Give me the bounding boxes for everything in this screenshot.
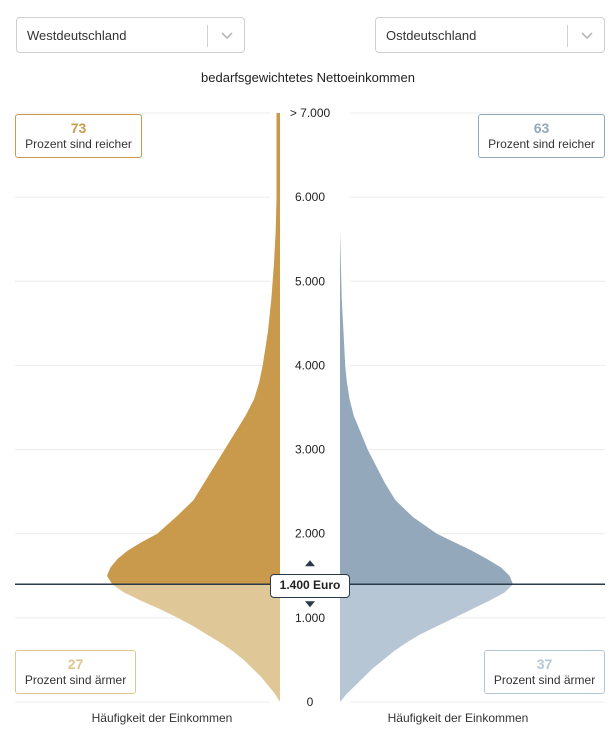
west-poorer-percent: 27 (67, 656, 84, 672)
east-richer-box: 63 Prozent sind reicher (478, 114, 605, 158)
triangle-up-icon (305, 560, 315, 567)
west-richer-percent: 73 (70, 120, 87, 136)
west-richer-text: Prozent sind reicher (25, 137, 132, 152)
west-poorer-box: 27 Prozent sind ärmer (15, 650, 136, 694)
y-tick-label: 1.000 (295, 611, 325, 625)
y-tick-label: 5.000 (295, 274, 325, 288)
west-poorer-text: Prozent sind ärmer (24, 673, 127, 688)
region-select-left[interactable]: Westdeutschland (16, 17, 245, 53)
chevron-down-icon[interactable] (221, 31, 233, 41)
east-area-above (340, 113, 513, 585)
y-tick-label: 3.000 (295, 443, 325, 457)
y-tick-label: > 7.000 (290, 106, 331, 120)
chart-title: bedarfsgewichtetes Nettoeinkommen (201, 70, 415, 85)
y-tick-label: 0 (307, 695, 314, 709)
east-area-below (340, 584, 513, 702)
y-tick-label: 4.000 (295, 358, 325, 372)
select-separator (567, 25, 568, 47)
east-richer-text: Prozent sind reicher (488, 137, 595, 152)
x-axis-label-right: Häufigkeit der Einkommen (387, 711, 529, 725)
east-poorer-percent: 37 (536, 656, 553, 672)
region-select-right[interactable]: Ostdeutschland (375, 17, 605, 53)
y-tick-label: 6.000 (295, 190, 325, 204)
threshold-handle[interactable]: 1.400 Euro (270, 574, 350, 598)
chevron-down-icon[interactable] (581, 31, 593, 41)
west-area-above (107, 113, 280, 585)
west-area-below (112, 584, 280, 702)
axis-band (280, 109, 340, 708)
region-select-left-value: Westdeutschland (27, 28, 127, 43)
triangle-down-icon (305, 601, 315, 608)
y-tick-label: 2.000 (295, 527, 325, 541)
region-select-right-value: Ostdeutschland (386, 28, 477, 43)
select-separator (207, 25, 208, 47)
east-poorer-box: 37 Prozent sind ärmer (484, 650, 605, 694)
east-poorer-text: Prozent sind ärmer (493, 673, 596, 688)
x-axis-label-left: Häufigkeit der Einkommen (91, 711, 233, 725)
east-richer-percent: 63 (533, 120, 550, 136)
west-richer-box: 73 Prozent sind reicher (15, 114, 142, 158)
